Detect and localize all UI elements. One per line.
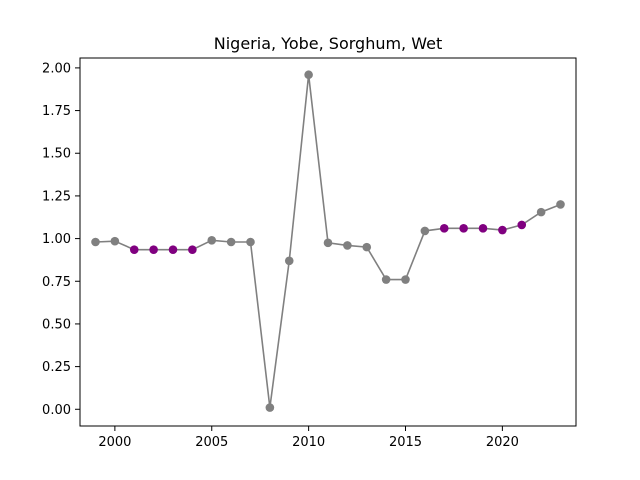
y-tick-label: 0.25 (42, 360, 71, 375)
x-tick-label: 2015 (389, 435, 422, 450)
data-point (343, 241, 352, 250)
data-point (149, 245, 158, 254)
data-point (91, 237, 100, 247)
x-tick-label: 2010 (292, 435, 325, 450)
y-tick-label: 1.50 (42, 147, 71, 162)
y-tick-label: 1.75 (42, 104, 71, 119)
data-point (498, 225, 507, 235)
chart-title: Nigeria, Yobe, Sorghum, Wet (214, 34, 442, 53)
x-tick-label: 2020 (486, 435, 519, 450)
data-point (226, 237, 236, 247)
data-point (478, 224, 488, 233)
data-point (304, 70, 313, 80)
y-tick-label: 1.00 (42, 232, 71, 247)
x-tick-label: 2000 (98, 435, 131, 450)
data-marks (91, 70, 565, 412)
data-point (556, 200, 565, 209)
plot-frame (79, 57, 577, 427)
data-point (517, 220, 527, 230)
data-point (265, 403, 275, 412)
y-tick-label: 0.00 (42, 403, 71, 418)
x-tick-label: 2005 (195, 435, 228, 450)
data-point (246, 237, 255, 247)
data-point (439, 224, 449, 233)
y-tick-label: 0.75 (42, 275, 71, 290)
axes: 2000 2005 2010 2015 2020 0.00 0.25 0.50 0.75 1.00… (42, 57, 577, 450)
data-point (110, 236, 120, 246)
data-point (168, 245, 178, 254)
data-point (381, 275, 391, 284)
data-point (362, 242, 372, 252)
data-point (284, 256, 294, 266)
data-point (459, 224, 468, 233)
data-point (129, 245, 139, 254)
y-tick-label: 0.50 (42, 317, 71, 332)
y-tick-label: 2.00 (42, 61, 71, 76)
data-point (420, 226, 430, 236)
data-point (207, 235, 217, 245)
data-point (323, 238, 333, 248)
data-point (188, 245, 197, 254)
y-tick-label: 1.25 (42, 189, 71, 204)
data-point (401, 275, 410, 284)
data-point (536, 207, 546, 217)
